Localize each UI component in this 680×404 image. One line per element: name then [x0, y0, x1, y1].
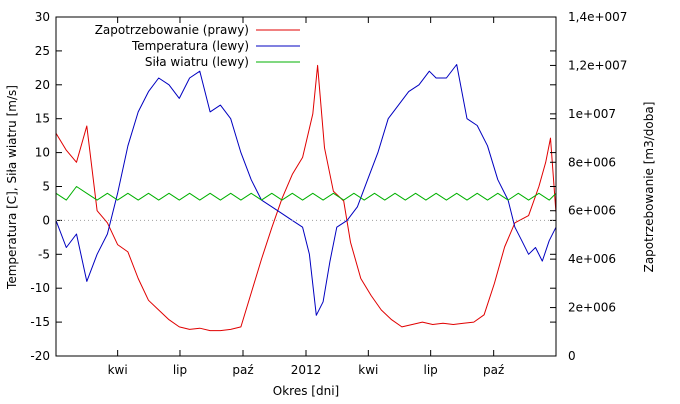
y-right-tick-label: 1e+007	[568, 107, 616, 121]
y-right-tick-label: 1,4e+007	[568, 10, 627, 24]
y-right-tick-label: 0	[568, 349, 576, 363]
y-left-tick-label: 10	[35, 146, 50, 160]
x-tick-label: lip	[424, 363, 438, 377]
legend: Zapotrzebowanie (prawy) Temperatura (lewy…	[95, 23, 300, 69]
legend-label-1: Zapotrzebowanie (prawy)	[95, 23, 249, 37]
legend-label-2: Temperatura (lewy)	[131, 39, 249, 53]
series-line-2	[55, 64, 557, 316]
series-line-3	[55, 186, 557, 201]
y-right-tick-label: 1,2e+007	[568, 58, 627, 72]
y-axis-left-label: Temperatura [C], Siła wiatru [m/s]	[5, 85, 19, 290]
y-left-tick-label: 20	[35, 78, 50, 92]
x-tick-label: kwi	[358, 363, 378, 377]
y-right-tick-label: 8e+006	[568, 155, 616, 169]
legend-label-3: Siła wiatru (lewy)	[145, 55, 249, 69]
y-left-tick-label: 30	[35, 10, 50, 24]
y-left-tick-label: -20	[30, 349, 50, 363]
x-tick-label: lip	[173, 363, 187, 377]
x-tick-label: kwi	[108, 363, 128, 377]
y-left-tick-label: 0	[42, 213, 50, 227]
x-tick-label: paź	[483, 363, 504, 377]
y-left-tick-label: -10	[30, 281, 50, 295]
y-left-tick-label: 25	[35, 44, 50, 58]
x-tick-label: paź	[232, 363, 253, 377]
x-axis-label: Okres [dni]	[273, 384, 339, 398]
y-right-tick-label: 6e+006	[568, 204, 616, 218]
x-tick-label: 2012	[291, 363, 322, 377]
y-left-tick-label: 5	[42, 180, 50, 194]
y-left-tick-label: 15	[35, 112, 50, 126]
y-right-tick-label: 4e+006	[568, 252, 616, 266]
series-line-1	[55, 64, 557, 332]
plot-layer	[55, 64, 557, 332]
y-right-tick-label: 2e+006	[568, 301, 616, 315]
axis-layer: -20 -15 -10 -5 0 5 10 15 20 25 30 0 2e+006 4e+006 6e+0…	[30, 10, 627, 377]
y-left-tick-label: -15	[30, 315, 50, 329]
y-left-tick-label: -5	[38, 247, 50, 261]
y-axis-right-label: Zapotrzebowanie [m3/doba]	[642, 102, 656, 273]
plot-frame	[55, 16, 557, 357]
